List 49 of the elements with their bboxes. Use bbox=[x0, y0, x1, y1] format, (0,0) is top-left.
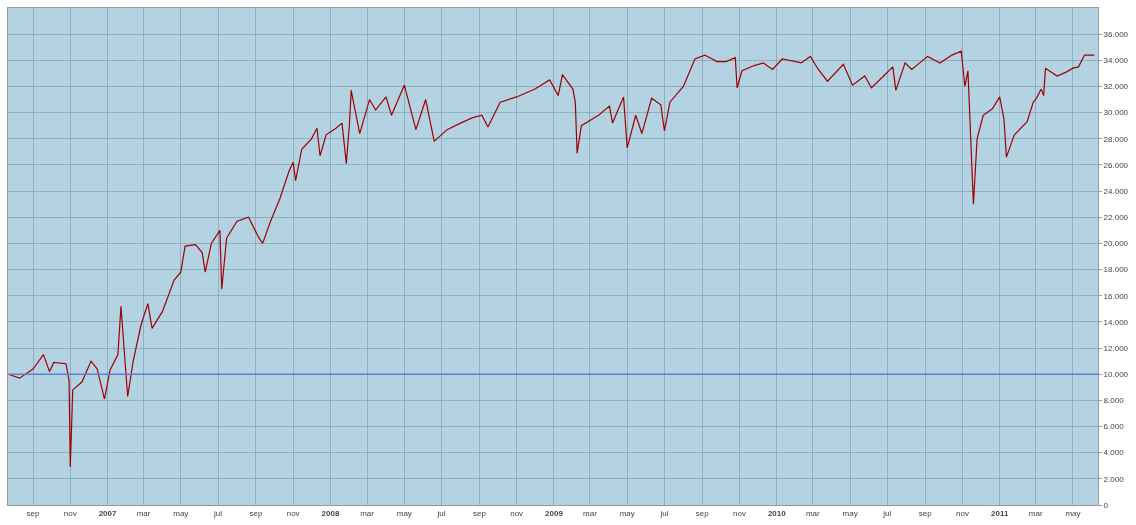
y-tick-label: 12.000 bbox=[1103, 343, 1129, 353]
x-tick-label: mar bbox=[583, 508, 598, 518]
y-tick-label: 22.000 bbox=[1103, 213, 1129, 223]
x-tick-label: nov bbox=[733, 508, 746, 518]
x-tick-label: 2007 bbox=[98, 508, 117, 518]
x-tick-label: nov bbox=[510, 508, 524, 518]
x-tick-label: mar bbox=[136, 508, 151, 518]
x-tick-label: may bbox=[396, 508, 412, 518]
x-tick-label: 2009 bbox=[545, 508, 564, 518]
x-tick-label: sep bbox=[26, 508, 41, 518]
x-tick-label: may bbox=[619, 508, 635, 518]
x-tick-label: mar bbox=[360, 508, 375, 518]
y-tick-label: 32.000 bbox=[1103, 82, 1129, 92]
y-tick-label: 4.000 bbox=[1103, 448, 1125, 458]
x-tick-label: jul bbox=[659, 508, 669, 518]
x-tick-label: jul bbox=[436, 508, 446, 518]
y-tick-label: 28.000 bbox=[1103, 134, 1129, 144]
y-tick-label: 36.000 bbox=[1103, 29, 1129, 39]
x-tick-label: mar bbox=[805, 508, 821, 518]
x-tick-label: may bbox=[842, 508, 858, 518]
y-tick-label: 20.000 bbox=[1103, 239, 1129, 249]
x-tick-label: jul bbox=[213, 508, 223, 518]
x-tick-label: jul bbox=[882, 508, 892, 518]
x-tick-label: nov bbox=[955, 508, 969, 518]
x-tick-label: mar bbox=[1028, 508, 1043, 518]
y-tick-label: 8.000 bbox=[1103, 396, 1125, 406]
y-tick-label: 2.000 bbox=[1103, 474, 1125, 484]
x-tick-label: sep bbox=[918, 508, 933, 518]
x-tick-label: 2010 bbox=[767, 508, 787, 518]
y-tick-label: 24.000 bbox=[1103, 186, 1129, 196]
y-tick-label: 14.000 bbox=[1103, 317, 1129, 327]
y-tick-label: 0 bbox=[1103, 500, 1109, 510]
y-tick-label: 26.000 bbox=[1103, 160, 1129, 170]
x-tick-label: may bbox=[173, 508, 189, 518]
x-tick-label: 2008 bbox=[321, 508, 340, 518]
y-tick-label: 30.000 bbox=[1103, 108, 1129, 118]
x-tick-label: sep bbox=[249, 508, 263, 518]
x-tick-label: may bbox=[1065, 508, 1081, 518]
line-series bbox=[8, 50, 1095, 468]
y-tick-label: 16.000 bbox=[1103, 291, 1129, 301]
x-tick-label: nov bbox=[63, 508, 77, 518]
y-tick-label: 34.000 bbox=[1103, 56, 1129, 66]
y-tick-label: 10.000 bbox=[1103, 370, 1129, 380]
x-tick-label: 2011 bbox=[991, 508, 1009, 518]
x-tick-label: sep bbox=[472, 508, 487, 518]
x-tick-label: nov bbox=[286, 508, 300, 518]
y-tick-label: 18.000 bbox=[1103, 265, 1129, 275]
y-tick-label: 6.000 bbox=[1103, 422, 1125, 432]
x-tick-label: sep bbox=[695, 508, 710, 518]
